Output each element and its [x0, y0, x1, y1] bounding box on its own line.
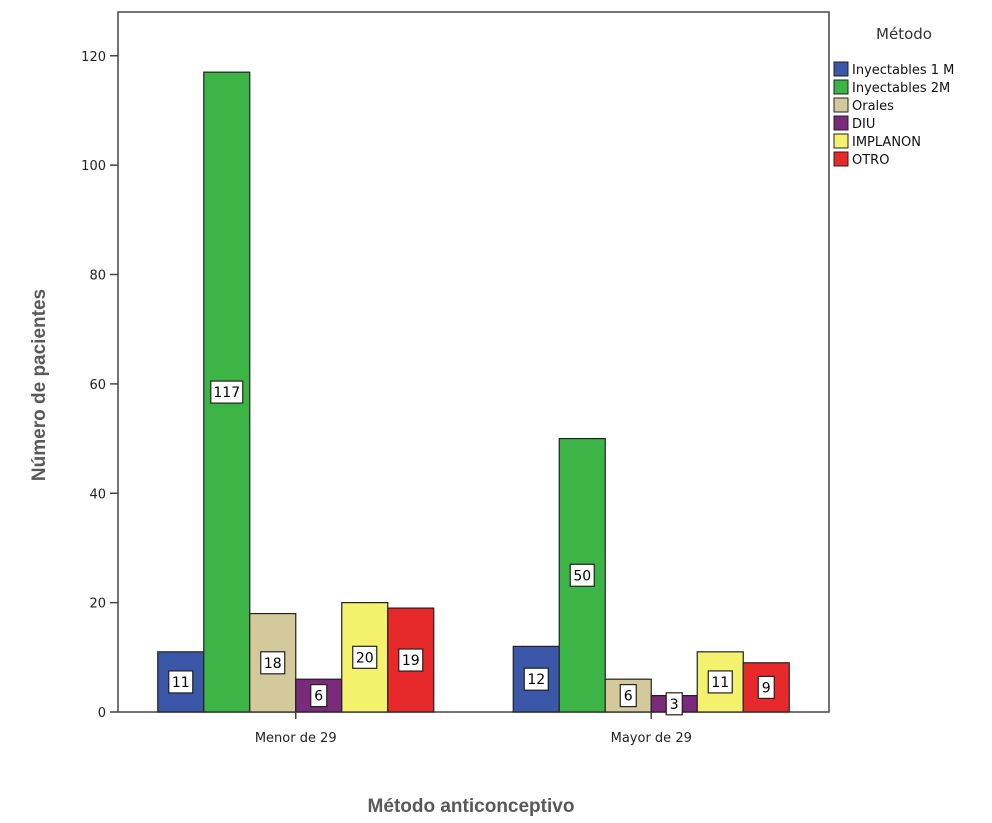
data-label: 12	[523, 667, 549, 691]
y-tick-label: 80	[89, 269, 106, 284]
legend-swatch	[833, 61, 849, 77]
data-label-value: 6	[624, 689, 633, 705]
data-label: 11	[168, 670, 194, 694]
y-tick-label: 20	[89, 597, 106, 612]
y-tick-label: 100	[81, 159, 106, 174]
legend-item: OTRO	[833, 151, 889, 168]
legend-label: Inyectables 2M	[852, 81, 950, 96]
data-label-value: 117	[213, 385, 240, 401]
data-label-value: 3	[670, 697, 679, 713]
data-label: 50	[569, 563, 595, 587]
legend-label: Orales	[852, 99, 894, 114]
data-label: 19	[398, 648, 424, 672]
data-label: 18	[260, 651, 286, 675]
y-tick-label: 40	[89, 487, 106, 502]
x-axis-title: Método anticonceptivo	[368, 796, 575, 817]
data-label: 6	[310, 683, 328, 708]
data-label-value: 9	[762, 680, 771, 696]
data-label-value: 18	[264, 656, 282, 672]
legend-swatch	[833, 133, 849, 149]
data-label: 9	[757, 675, 775, 699]
legend: Método Inyectables 1 M Inyectables 2M Oral…	[833, 25, 954, 168]
legend-item: Inyectables 2M	[833, 79, 950, 96]
legend-label: OTRO	[852, 153, 889, 168]
legend-swatch	[833, 115, 849, 131]
data-label: 6	[619, 683, 637, 708]
plot-frame	[117, 11, 830, 713]
data-label-value: 12	[527, 672, 545, 688]
data-label: 11	[707, 670, 733, 694]
data-label-value: 6	[314, 689, 323, 705]
data-label: 117	[210, 380, 244, 404]
legend-item: DIU	[833, 115, 875, 132]
bars: 11 117 18 6 20 19 12 50 6 3 11 9	[157, 71, 790, 716]
data-label: 3	[665, 692, 683, 716]
x-axis: Menor de 29 Mayor de 29	[255, 712, 692, 746]
legend-label: IMPLANON	[852, 135, 921, 150]
legend-swatch	[833, 151, 849, 167]
x-tick-label: Menor de 29	[255, 731, 337, 746]
data-label-value: 11	[711, 675, 729, 691]
legend-item: IMPLANON	[833, 133, 921, 150]
data-label-value: 20	[356, 650, 374, 666]
data-label-value: 11	[172, 675, 190, 691]
y-tick-label: 0	[98, 706, 106, 721]
y-tick-label: 120	[81, 50, 106, 65]
data-label: 20	[352, 645, 378, 669]
legend-swatch	[833, 79, 849, 95]
data-label-value: 50	[573, 568, 591, 584]
data-label-value: 19	[402, 653, 420, 669]
legend-item: Inyectables 1 M	[833, 61, 954, 78]
legend-swatch	[833, 97, 849, 113]
legend-item: Orales	[833, 97, 894, 114]
y-axis-title: Número de pacientes	[29, 289, 50, 481]
x-tick-label: Mayor de 29	[611, 731, 692, 746]
legend-label: Inyectables 1 M	[852, 63, 954, 78]
y-axis: 0 20 40 60 80 100 120	[81, 50, 118, 721]
legend-label: DIU	[852, 117, 875, 132]
y-tick-label: 60	[89, 378, 106, 393]
legend-title: Método	[876, 25, 932, 43]
